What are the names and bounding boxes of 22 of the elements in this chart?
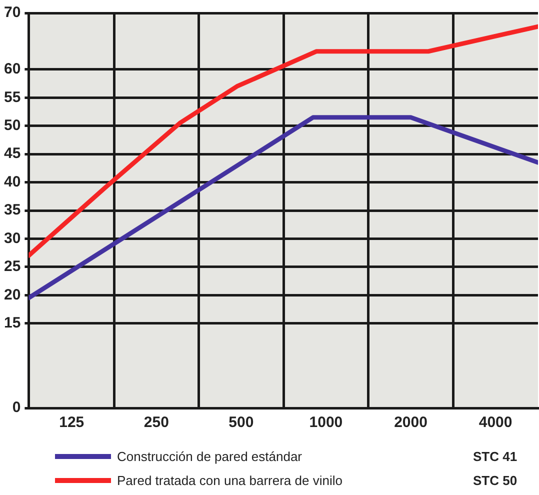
y-tick-label: 55 [4,88,21,106]
x-tick-label: 2000 [394,414,428,432]
y-tick-label: 25 [4,258,21,276]
y-tick-label: 30 [4,230,21,247]
legend-label: Pared tratada con una barrera de vinilo [117,472,344,488]
legend-label: Construcción de pared estándar [117,448,304,464]
y-tick-label: 20 [4,286,21,304]
x-tick-label: 250 [144,414,169,432]
y-tick-label: 70 [4,4,21,22]
text: STC 41 [473,448,518,464]
y-tick-label: 35 [4,202,21,219]
y-tick-label: 0 [12,399,21,416]
x-tick-label: 500 [228,414,254,432]
y-tick-label: 45 [4,145,21,162]
x-tick-label: 4000 [478,414,512,432]
x-tick-label: 1000 [309,414,343,432]
text: STC 50 [473,472,518,488]
y-tick-label: 40 [4,173,21,190]
x-tick-label: 125 [59,414,84,432]
y-tick-label: 50 [4,117,21,134]
y-tick-label: 15 [4,314,21,332]
y-tick-label: 60 [4,60,21,78]
